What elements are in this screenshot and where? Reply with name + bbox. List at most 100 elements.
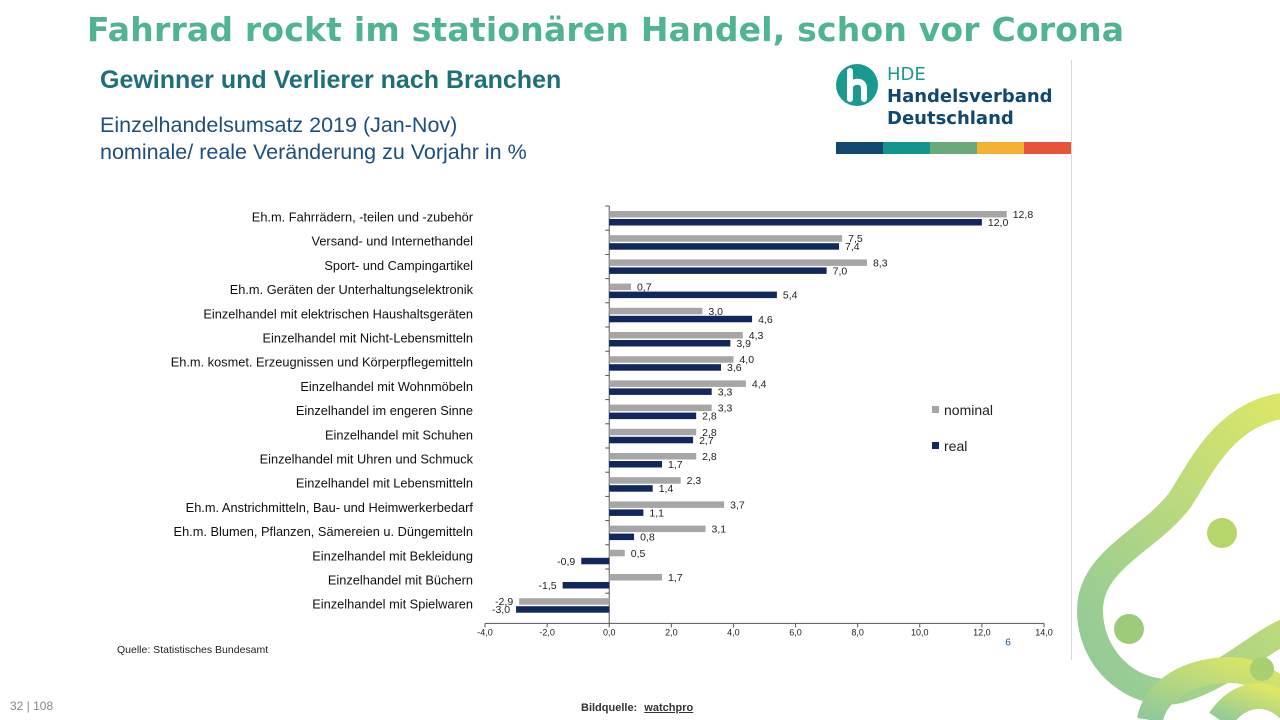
data-label-real: 7,0	[833, 265, 848, 277]
data-label-nominal: 12,8	[1013, 209, 1034, 221]
category-label: Einzelhandel mit Schuhen	[325, 427, 473, 442]
category-label: Eh.m. Blumen, Pflanzen, Sämereien u. Dün…	[174, 524, 473, 539]
data-label-real: 7,4	[845, 241, 860, 253]
data-label-nominal: 4,4	[752, 378, 767, 390]
data-label-real: -0,9	[557, 556, 575, 568]
bar-real	[581, 557, 610, 565]
hde-stripe-segment	[1024, 142, 1071, 154]
hde-stripe-segment	[930, 142, 977, 154]
bar-real	[609, 509, 644, 516]
image-source-link[interactable]: watchpro	[644, 702, 694, 714]
data-label-nominal: -2,9	[495, 596, 513, 608]
bar-real	[609, 412, 697, 420]
category-label: Einzelhandel mit Nicht-Lebensmitteln	[262, 331, 473, 346]
bar-real	[609, 533, 635, 541]
data-label-nominal: 3,0	[708, 306, 723, 318]
x-tick-label: 6,0	[789, 627, 802, 637]
data-label-nominal: 3,3	[718, 403, 733, 415]
category-label: Einzelhandel mit Uhren und Schmuck	[260, 452, 474, 467]
x-tick-label: 8,0	[851, 627, 864, 637]
data-label-nominal: 0,5	[631, 548, 646, 560]
x-tick-label: 2,0	[665, 627, 678, 637]
category-label: Einzelhandel im engeren Sinne	[296, 403, 473, 418]
bar-real	[562, 582, 610, 589]
chain-hole-icon	[1207, 518, 1237, 548]
category-label: Sport- und Campingartikel	[324, 258, 473, 273]
data-label-real: 1,1	[649, 507, 664, 519]
hde-logo	[836, 64, 1071, 154]
data-label-real: 0,8	[640, 532, 655, 544]
bar-real	[609, 340, 731, 347]
x-tick-label: -2,0	[539, 627, 555, 637]
data-label-nominal: 2,3	[687, 475, 702, 487]
data-label-real: 1,7	[668, 459, 683, 471]
bar-nominal	[609, 549, 625, 557]
bar-nominal	[609, 283, 631, 291]
page-headline: Fahrrad rockt im stationären Handel, sch…	[87, 10, 1125, 49]
data-label-nominal: 3,1	[711, 524, 726, 536]
category-label: Einzelhandel mit Büchern	[328, 573, 473, 588]
image-source-label: Bildquelle:	[581, 702, 638, 714]
chain-hole-icon	[1250, 657, 1274, 681]
page-number: 32 | 108	[10, 699, 54, 713]
data-label-nominal: 4,0	[739, 354, 754, 366]
data-label-real: -3,0	[492, 604, 510, 616]
category-label: Einzelhandel mit Lebensmitteln	[296, 476, 473, 491]
data-label-real: 3,6	[727, 362, 742, 374]
bar-nominal	[609, 477, 681, 484]
bar-real	[609, 388, 712, 395]
bar-real	[609, 436, 694, 444]
bar-real	[516, 606, 610, 613]
bar-real	[609, 461, 663, 468]
bar-nominal	[609, 235, 843, 242]
data-label-real: 3,9	[736, 338, 751, 350]
data-label-nominal: 2,8	[702, 427, 717, 439]
bar-nominal	[609, 501, 725, 508]
x-tick-label: 12,0	[973, 627, 991, 637]
hde-stripe-segment	[977, 142, 1024, 154]
x-tick-label: 10,0	[911, 627, 929, 637]
category-label: Eh.m. Anstrichmitteln, Bau- und Heimwerk…	[186, 500, 474, 515]
data-label-real: 1,4	[659, 483, 674, 495]
data-label-real: 3,3	[718, 386, 733, 398]
bar-real	[609, 364, 722, 371]
bar-real	[609, 291, 777, 299]
bar-nominal	[609, 307, 703, 315]
data-label-nominal: 4,3	[749, 330, 764, 342]
data-label-nominal: 1,7	[668, 572, 683, 584]
category-label: Einzelhandel mit elektrischen Haushaltsg…	[203, 306, 473, 321]
bar-nominal	[519, 598, 610, 605]
hde-h-glyph	[847, 68, 867, 102]
x-tick-label: 14,0	[1035, 627, 1053, 637]
category-label: Versand- und Internethandel	[311, 234, 473, 249]
bar-nominal	[609, 428, 697, 436]
bar-real	[609, 485, 653, 492]
slide-divider	[1071, 60, 1072, 660]
hde-name-line2: Deutschland	[887, 108, 1014, 129]
data-label-nominal: 2,8	[702, 451, 717, 463]
hde-logo-text: HDE Handelsverband Deutschland	[887, 64, 1053, 130]
bar-nominal	[609, 332, 743, 339]
hde-stripe-segment	[883, 142, 930, 154]
category-label: Einzelhandel mit Bekleidung	[312, 548, 473, 563]
bar-real	[609, 315, 753, 323]
hde-abbr: HDE	[887, 64, 926, 85]
data-label-real: 5,4	[783, 290, 798, 302]
data-label-nominal: 8,3	[873, 257, 888, 269]
bar-nominal	[609, 453, 697, 460]
bar-nominal	[609, 404, 712, 412]
x-tick-label: -4,0	[477, 627, 493, 637]
chart-title: Gewinner und Verlierer nach Branchen	[100, 66, 562, 94]
bar-real	[609, 243, 840, 250]
data-label-real: 12,0	[988, 217, 1009, 229]
chart-annotation: 6	[1005, 637, 1011, 648]
legend-swatch-nominal	[932, 406, 939, 413]
data-label-real: 2,8	[702, 411, 717, 423]
image-source: Bildquelle: watchpro	[581, 702, 693, 714]
bar-nominal	[609, 259, 867, 266]
bar-nominal	[609, 211, 1007, 218]
data-label-real: -1,5	[539, 580, 557, 592]
data-label-nominal: 0,7	[637, 282, 652, 294]
